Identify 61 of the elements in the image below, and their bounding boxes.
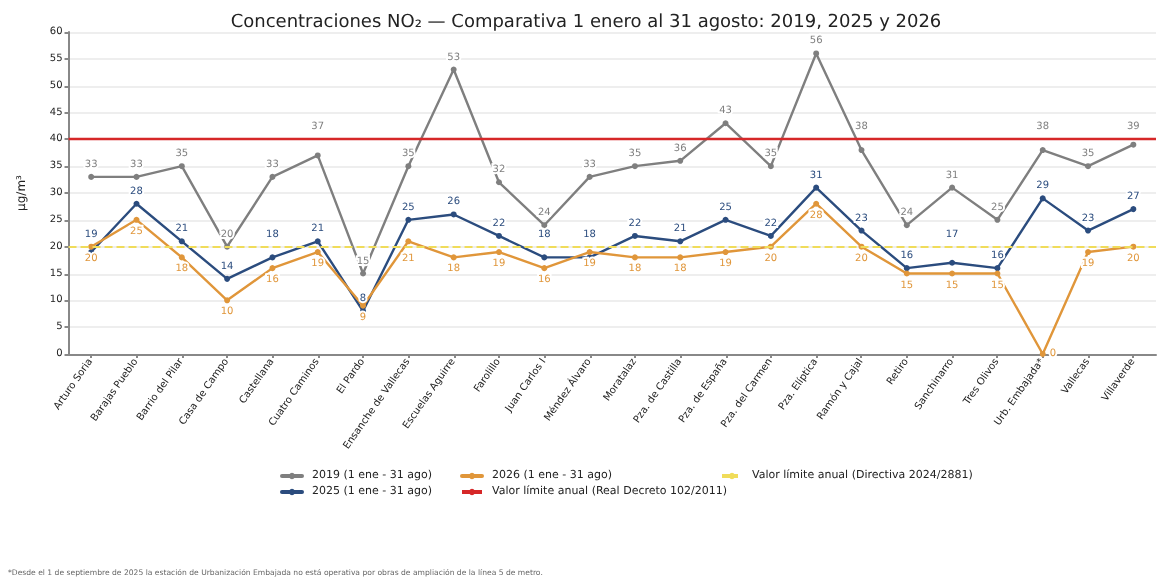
point [903, 265, 910, 272]
point [722, 120, 729, 127]
point [541, 254, 548, 261]
point [1039, 195, 1046, 202]
point [1130, 206, 1137, 213]
line-series [88, 184, 1137, 315]
point [495, 179, 502, 186]
point [903, 222, 910, 229]
point [813, 184, 820, 191]
point [269, 254, 276, 261]
point [722, 216, 729, 223]
point [1085, 227, 1092, 234]
point [269, 265, 276, 272]
point [88, 173, 95, 180]
point [405, 163, 412, 170]
point [994, 265, 1001, 272]
point [586, 249, 593, 256]
point [541, 222, 548, 229]
point [405, 216, 412, 223]
line-series [88, 50, 1137, 277]
point [949, 259, 956, 266]
point [224, 275, 231, 282]
point [314, 152, 321, 159]
point [767, 163, 774, 170]
point [405, 238, 412, 245]
point [269, 173, 276, 180]
point [677, 254, 684, 261]
point [858, 227, 865, 234]
point [631, 254, 638, 261]
point [314, 238, 321, 245]
point [178, 238, 185, 245]
point [767, 232, 774, 239]
point [813, 200, 820, 207]
point [1085, 163, 1092, 170]
point [314, 249, 321, 256]
point [360, 270, 367, 277]
point [224, 297, 231, 304]
point [178, 254, 185, 261]
point [450, 254, 457, 261]
point [541, 265, 548, 272]
point [631, 163, 638, 170]
point [1130, 141, 1137, 148]
point [133, 216, 140, 223]
point [360, 302, 367, 309]
point [133, 200, 140, 207]
point [133, 173, 140, 180]
point [994, 270, 1001, 277]
point [813, 50, 820, 57]
point [677, 157, 684, 164]
point [450, 66, 457, 73]
point [1039, 147, 1046, 154]
point [586, 173, 593, 180]
chart-title: Concentraciones NO₂ — Comparativa 1 enero al 31 agosto: 2019, 2025 y 2026 [230, 13, 942, 33]
point [858, 147, 865, 154]
point [949, 270, 956, 277]
point [677, 238, 684, 245]
point [949, 184, 956, 191]
point [994, 216, 1001, 223]
point [903, 270, 910, 277]
point [178, 163, 185, 170]
point [722, 249, 729, 256]
